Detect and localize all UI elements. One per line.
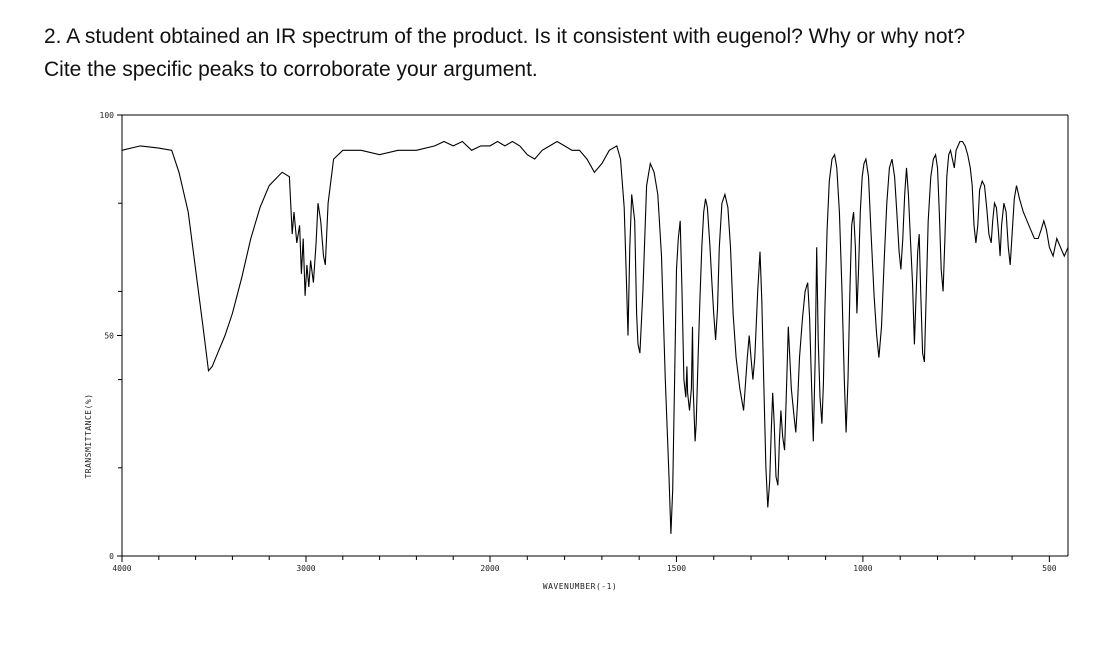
question-line-2: Cite the specific peaks to corroborate y…	[44, 58, 538, 81]
x-tick-label: 2000	[480, 564, 499, 573]
x-tick-label: 3000	[296, 564, 315, 573]
x-tick-label: 4000	[112, 564, 131, 573]
question-text: 2. A student obtained an IR spectrum of …	[44, 20, 1104, 86]
ir-spectrum-chart: 0 50 100 4000 3000 2000 1500 1000 500 WAVENUMBER…	[84, 111, 1069, 591]
x-tick-label: 1000	[853, 564, 872, 573]
y-tick-label: 0	[109, 552, 114, 561]
x-tick-label: 1500	[667, 564, 686, 573]
spectrum-line	[121, 140, 1069, 534]
axis-ticks: 0 50 100 4000 3000 2000 1500 1000 500	[100, 111, 1057, 573]
y-axis-title: TRANSMITTANCE(%)	[84, 393, 93, 478]
x-tick-label: 500	[1042, 564, 1057, 573]
question-line-1: 2. A student obtained an IR spectrum of …	[44, 25, 966, 48]
plot-frame	[121, 114, 1069, 557]
x-axis-title: WAVENUMBER(-1)	[543, 582, 617, 591]
y-tick-label: 50	[104, 332, 114, 341]
y-tick-label: 100	[100, 111, 115, 120]
